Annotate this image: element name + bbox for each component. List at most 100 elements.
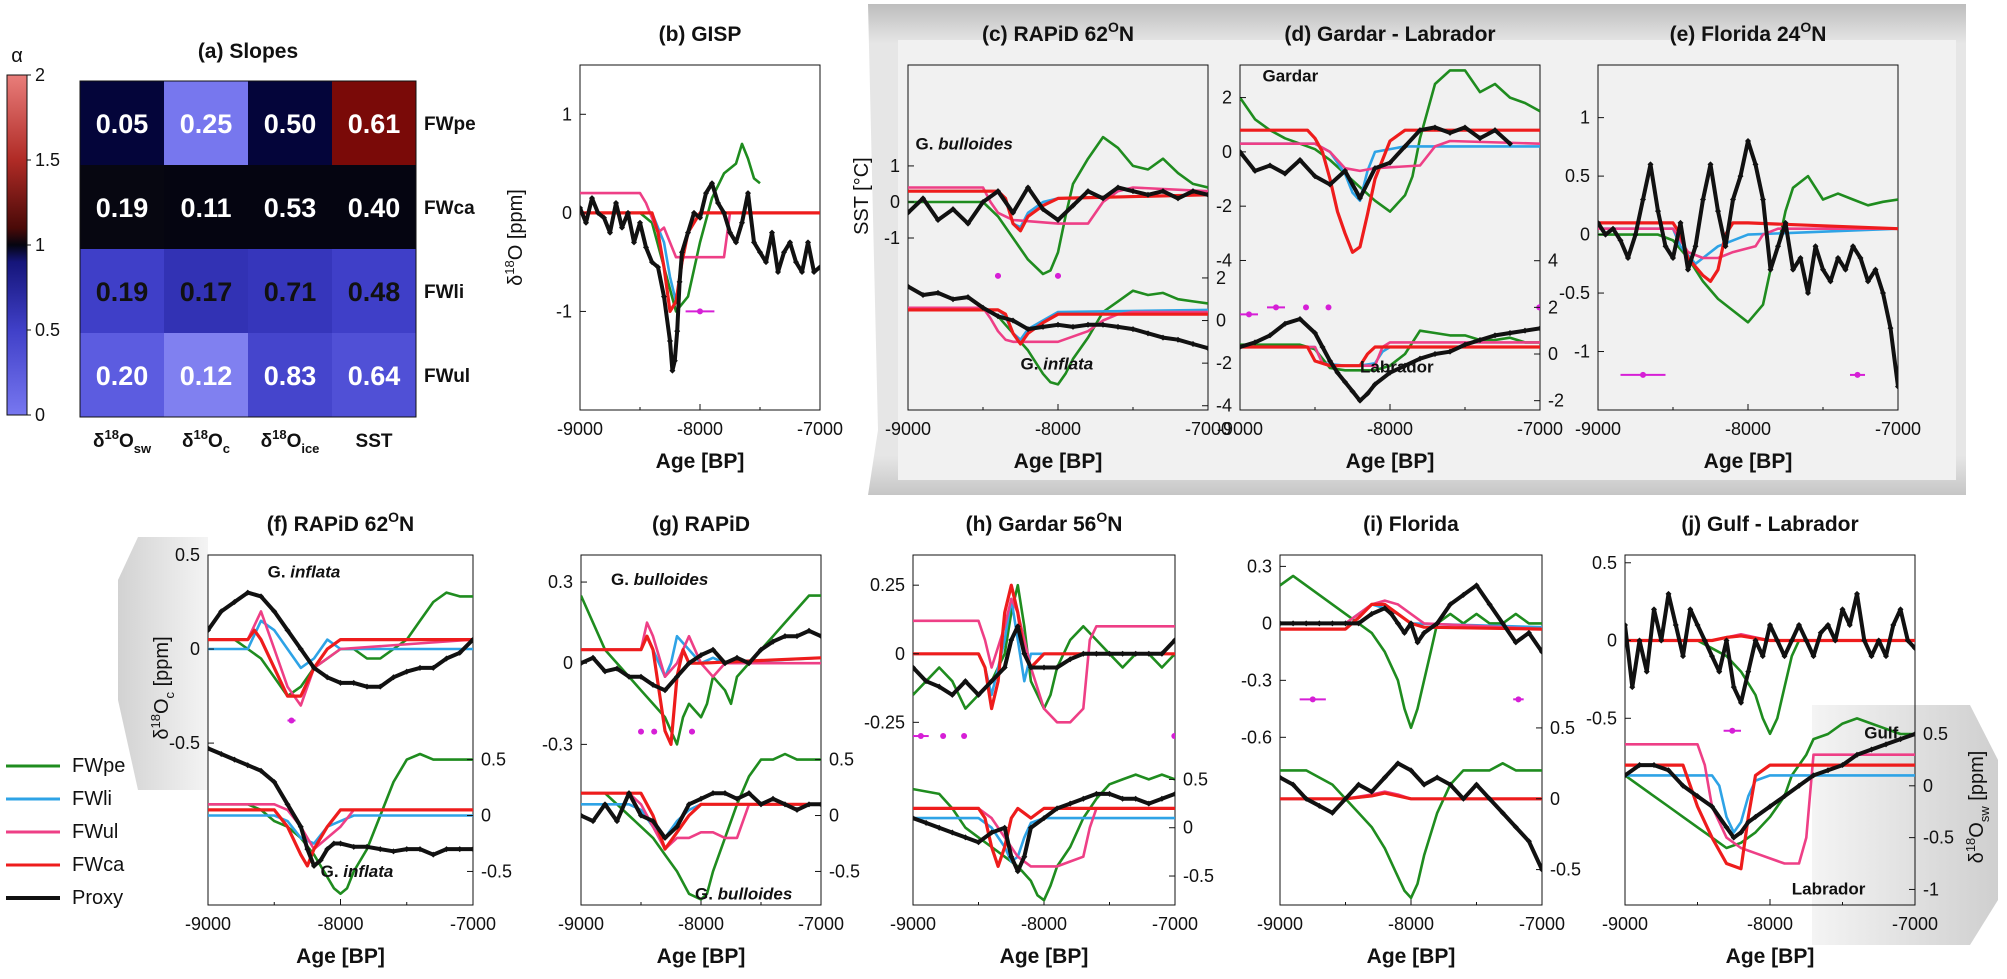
heatmap-value: 0.05 [96,109,149,139]
y-axis-bottom-tick-label: 0.5 [481,750,506,770]
age-uncertainty-bar-center [1515,696,1522,703]
series-fwca [1280,791,1542,801]
y-axis-tick-label: -0.5 [1559,283,1590,303]
y-axis-bottom-tick-label: -0.5 [1183,866,1214,886]
curve-label: Gardar [1263,66,1319,85]
series-fwul [581,621,821,679]
series-proxy [1625,732,1915,840]
y-axis-bottom-tick-label: 2 [1548,297,1558,317]
y-axis-top-tick-label: 0 [1222,142,1232,162]
series-proxy [913,791,1175,874]
series-fwpe [208,752,473,896]
heatmap-cell [332,81,416,165]
y-axis-bottom-tick-label: 0 [1548,344,1558,364]
heatmap-value: 0.61 [348,109,401,139]
panel-i-title: (i) Florida [1363,513,1459,536]
heatmap-value: 0.19 [96,277,149,307]
series-fwul [1625,742,1915,865]
x-tick-label: -7000 [450,914,496,934]
series-fwca [908,308,1208,346]
y-axis-bottom-tick-label: -0.5 [1550,860,1581,880]
heatmap-value: 0.48 [348,277,401,307]
line-panels: (b) GISP -9000 -8000 -7000 Age [BP] 1 0 -1 δ18O … [148,19,1992,968]
x-tick-label: -7000 [798,914,844,934]
plot-area [1625,590,1915,871]
x-tick-label: -8000 [1021,914,1067,934]
y-axis-top-tick-label: -4 [1216,250,1232,270]
series-fwca [913,583,1175,711]
series-proxy [580,181,820,373]
heatmap-cell [164,81,248,165]
series-proxy [581,791,821,840]
proxy-raw-line [1625,593,1915,705]
heatmap-cell [80,249,164,333]
y-axis-top-tick-label: 1 [890,156,900,176]
series-fwca [580,211,820,313]
y-axis-top-tick-label: 0 [890,192,900,212]
x-tick-label: -8000 [678,914,724,934]
curve-label: G. bulloides [916,135,1013,154]
y-axis-label: δ18Osw [ppm] [1963,751,1992,864]
age-uncertainty-bar-center [917,733,924,740]
plot-area [1240,69,1540,404]
heatmap-cell [248,249,332,333]
y-axis-bottom-tick-label: -0.5 [829,861,860,881]
series-fwli [1625,774,1915,834]
panel-b: (b) GISP -9000 -8000 -7000 Age [BP] 1 0 -1 δ18O … [502,23,843,473]
y-axis-tick-label: -1 [1574,342,1590,362]
heatmap-value: 0.71 [264,277,317,307]
series-fwul [913,597,1175,724]
series-fwpe [580,142,761,313]
age-uncertainty-bar-center [689,728,695,735]
series-fwpe [1240,69,1540,213]
curve-label: G. inflata [268,563,341,582]
curve-label: G. bulloides [695,884,792,903]
panel-e-title: (e) Florida 24ON [1670,19,1827,46]
x-tick-label: -9000 [1602,914,1648,934]
y-axis-bottom-tick-label: 0 [829,806,839,826]
colorbar-tick-label: 1 [35,235,45,255]
proxy-raw-line [1280,762,1542,870]
series-fwli [208,619,473,670]
legend: FWpe FWli FWul FWca Proxy [6,755,125,909]
y-axis-tick-label: -1 [556,301,572,321]
series-proxy [908,185,1208,226]
series-proxy [208,746,473,868]
y-axis-top-tick-label: -0.25 [864,712,905,732]
series-fwul [581,791,821,851]
series-fwca [1240,345,1540,368]
age-uncertainty-bar-center [1325,304,1332,311]
series-fwpe [913,773,1175,902]
y-axis-bottom-tick-label: 0.5 [829,750,854,770]
series-fwca [1240,128,1540,254]
heatmap-cell [248,333,332,417]
curve-label: Labrador [1360,358,1434,377]
y-axis-bottom-tick-label: -1 [1923,879,1939,899]
legend-label-fwca: FWca [72,854,125,876]
age-uncertainty-bar-center [1729,727,1736,734]
heatmap-value: 0.17 [180,277,233,307]
panel-g-title: (g) RAPiD [652,513,750,536]
heatmap-row-label: FWli [424,282,464,303]
x-tick-label: -9000 [890,914,936,934]
y-axis-bottom-tick-label: 4 [1548,251,1558,271]
heatmap-cell [248,81,332,165]
age-uncertainty-bar-center [288,717,295,724]
y-axis-bottom-tick-label: 0 [481,806,491,826]
legend-label-proxy: Proxy [72,887,123,909]
y-axis-top-tick-label: -0.3 [1241,670,1272,690]
x-axis-label: Age [BP] [296,945,385,968]
heatmap-col-label: δ18Osw [93,427,152,456]
y-axis-tick-label: 1 [1580,108,1590,128]
y-axis-tick-label: 0 [1580,225,1590,245]
y-axis-top-tick-label: 0.3 [548,572,573,592]
heatmap-row-label: FWpe [424,114,476,135]
x-tick-label: -8000 [1367,419,1413,439]
age-uncertainty-bar-center [1640,371,1646,378]
plot-area [1598,138,1898,390]
y-axis-bottom-tick-label: 2 [1216,268,1226,288]
x-tick-label: -7000 [1519,914,1565,934]
x-tick-label: -9000 [558,914,604,934]
legend-label-fwpe: FWpe [72,755,125,777]
